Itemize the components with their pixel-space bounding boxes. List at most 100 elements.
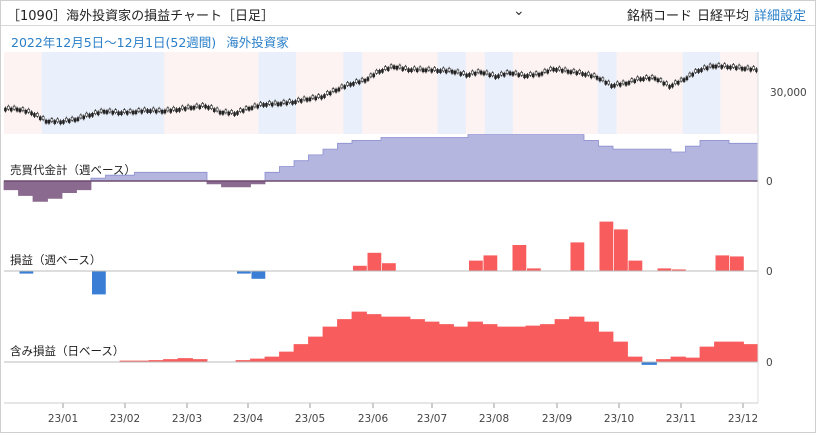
candle-body <box>633 79 637 83</box>
candle-body <box>308 97 312 102</box>
candle-body <box>540 71 544 76</box>
positive-area <box>4 134 759 182</box>
candle-body <box>346 82 349 86</box>
candle-body <box>227 111 231 116</box>
candle-body <box>659 78 663 82</box>
candle-body <box>569 70 573 75</box>
x-tick-label: 23/08 <box>479 413 509 425</box>
detail-settings-link[interactable]: 詳細設定 <box>754 9 807 24</box>
candle-body <box>323 94 326 98</box>
candle-body <box>517 73 521 77</box>
candle-body <box>566 69 570 74</box>
candle-body <box>311 95 315 99</box>
candle-body <box>331 88 335 92</box>
candle-body <box>592 73 596 78</box>
candle-body <box>508 71 512 76</box>
candle-body <box>125 111 129 115</box>
candle-body <box>224 109 228 114</box>
candle-body <box>369 73 373 78</box>
candle-body <box>485 70 489 75</box>
candle-body <box>502 72 506 77</box>
candle-body <box>529 72 532 76</box>
candle-body <box>192 105 196 110</box>
candle-body <box>589 74 593 79</box>
candle-body <box>123 109 126 113</box>
profit-bar <box>382 263 396 271</box>
candle-body <box>749 67 753 72</box>
candle-body <box>56 118 59 123</box>
candle-body <box>447 67 451 72</box>
candle-body <box>688 72 692 77</box>
candle-body <box>259 102 262 106</box>
candle-body <box>488 73 492 78</box>
candle-body <box>204 104 207 109</box>
candle-body <box>427 66 431 71</box>
candle-body <box>276 102 280 107</box>
candle-body <box>723 63 726 68</box>
candle-body <box>450 69 454 74</box>
candle-body <box>398 64 402 69</box>
candle-body <box>108 108 112 113</box>
candle-body <box>755 68 758 73</box>
candle-body <box>27 108 30 113</box>
profit-bar <box>483 255 498 271</box>
x-tick-label: 23/10 <box>604 413 634 425</box>
candle-body <box>137 108 141 112</box>
candle-body <box>685 76 689 81</box>
candle-body <box>471 70 474 75</box>
chart-title[interactable]: ［1090］海外投資家の損益チャート［日足］ <box>7 9 274 24</box>
price-highlight-band <box>41 52 165 134</box>
candle-body <box>357 80 361 85</box>
candle-body <box>587 71 590 76</box>
option-nikkei-average[interactable]: 日経平均 <box>697 9 750 24</box>
candle-body <box>653 76 657 81</box>
candle-body <box>149 109 152 113</box>
candle-body <box>604 80 608 85</box>
chevron-down-icon[interactable]: ⌄ <box>513 3 525 19</box>
candle-body <box>694 69 697 73</box>
price-highlight-band <box>258 52 297 134</box>
profit-bar <box>599 221 614 271</box>
candle-body <box>537 72 541 77</box>
profit-bar <box>367 252 382 271</box>
x-tick-label: 23/12 <box>728 413 758 425</box>
candle-body <box>160 109 164 114</box>
candle-body <box>288 99 291 104</box>
candle-body <box>395 66 399 70</box>
header-bar: ［1090］海外投資家の損益チャート［日足］ ⌄ 銘柄コード 日経平均 詳細設定 <box>1 1 815 26</box>
x-tick-label: 23/04 <box>233 413 264 425</box>
candle-body <box>636 76 639 81</box>
loss-bar <box>92 271 106 295</box>
profit-bar <box>715 255 730 271</box>
candle-body <box>340 84 344 89</box>
candle-body <box>584 72 587 77</box>
candle-body <box>424 68 428 73</box>
candle-body <box>552 67 555 72</box>
candle-body <box>166 107 170 112</box>
candle-body <box>244 106 248 110</box>
candle-body <box>630 78 634 83</box>
candle-body <box>233 112 236 116</box>
loss-bar <box>237 271 251 274</box>
candle-body <box>207 105 210 110</box>
option-brand-code[interactable]: 銘柄コード <box>627 9 693 24</box>
candle-body <box>479 70 483 75</box>
x-tick-label: 23/02 <box>110 413 140 425</box>
candle-body <box>543 69 547 73</box>
candle-body <box>558 66 561 71</box>
candle-body <box>546 69 550 74</box>
candle-body <box>372 73 376 78</box>
candle-body <box>253 103 257 108</box>
x-tick-label: 23/09 <box>542 413 572 425</box>
candle-body <box>500 71 503 76</box>
candle-body <box>717 63 721 67</box>
candle-body <box>212 108 216 112</box>
candle-body <box>210 105 213 109</box>
candle-body <box>38 116 42 121</box>
candle-body <box>401 67 405 71</box>
candle-body <box>711 64 715 69</box>
profit-bar <box>512 245 527 271</box>
candle-body <box>163 109 167 114</box>
candle-body <box>183 107 187 111</box>
candle-body <box>270 102 274 107</box>
